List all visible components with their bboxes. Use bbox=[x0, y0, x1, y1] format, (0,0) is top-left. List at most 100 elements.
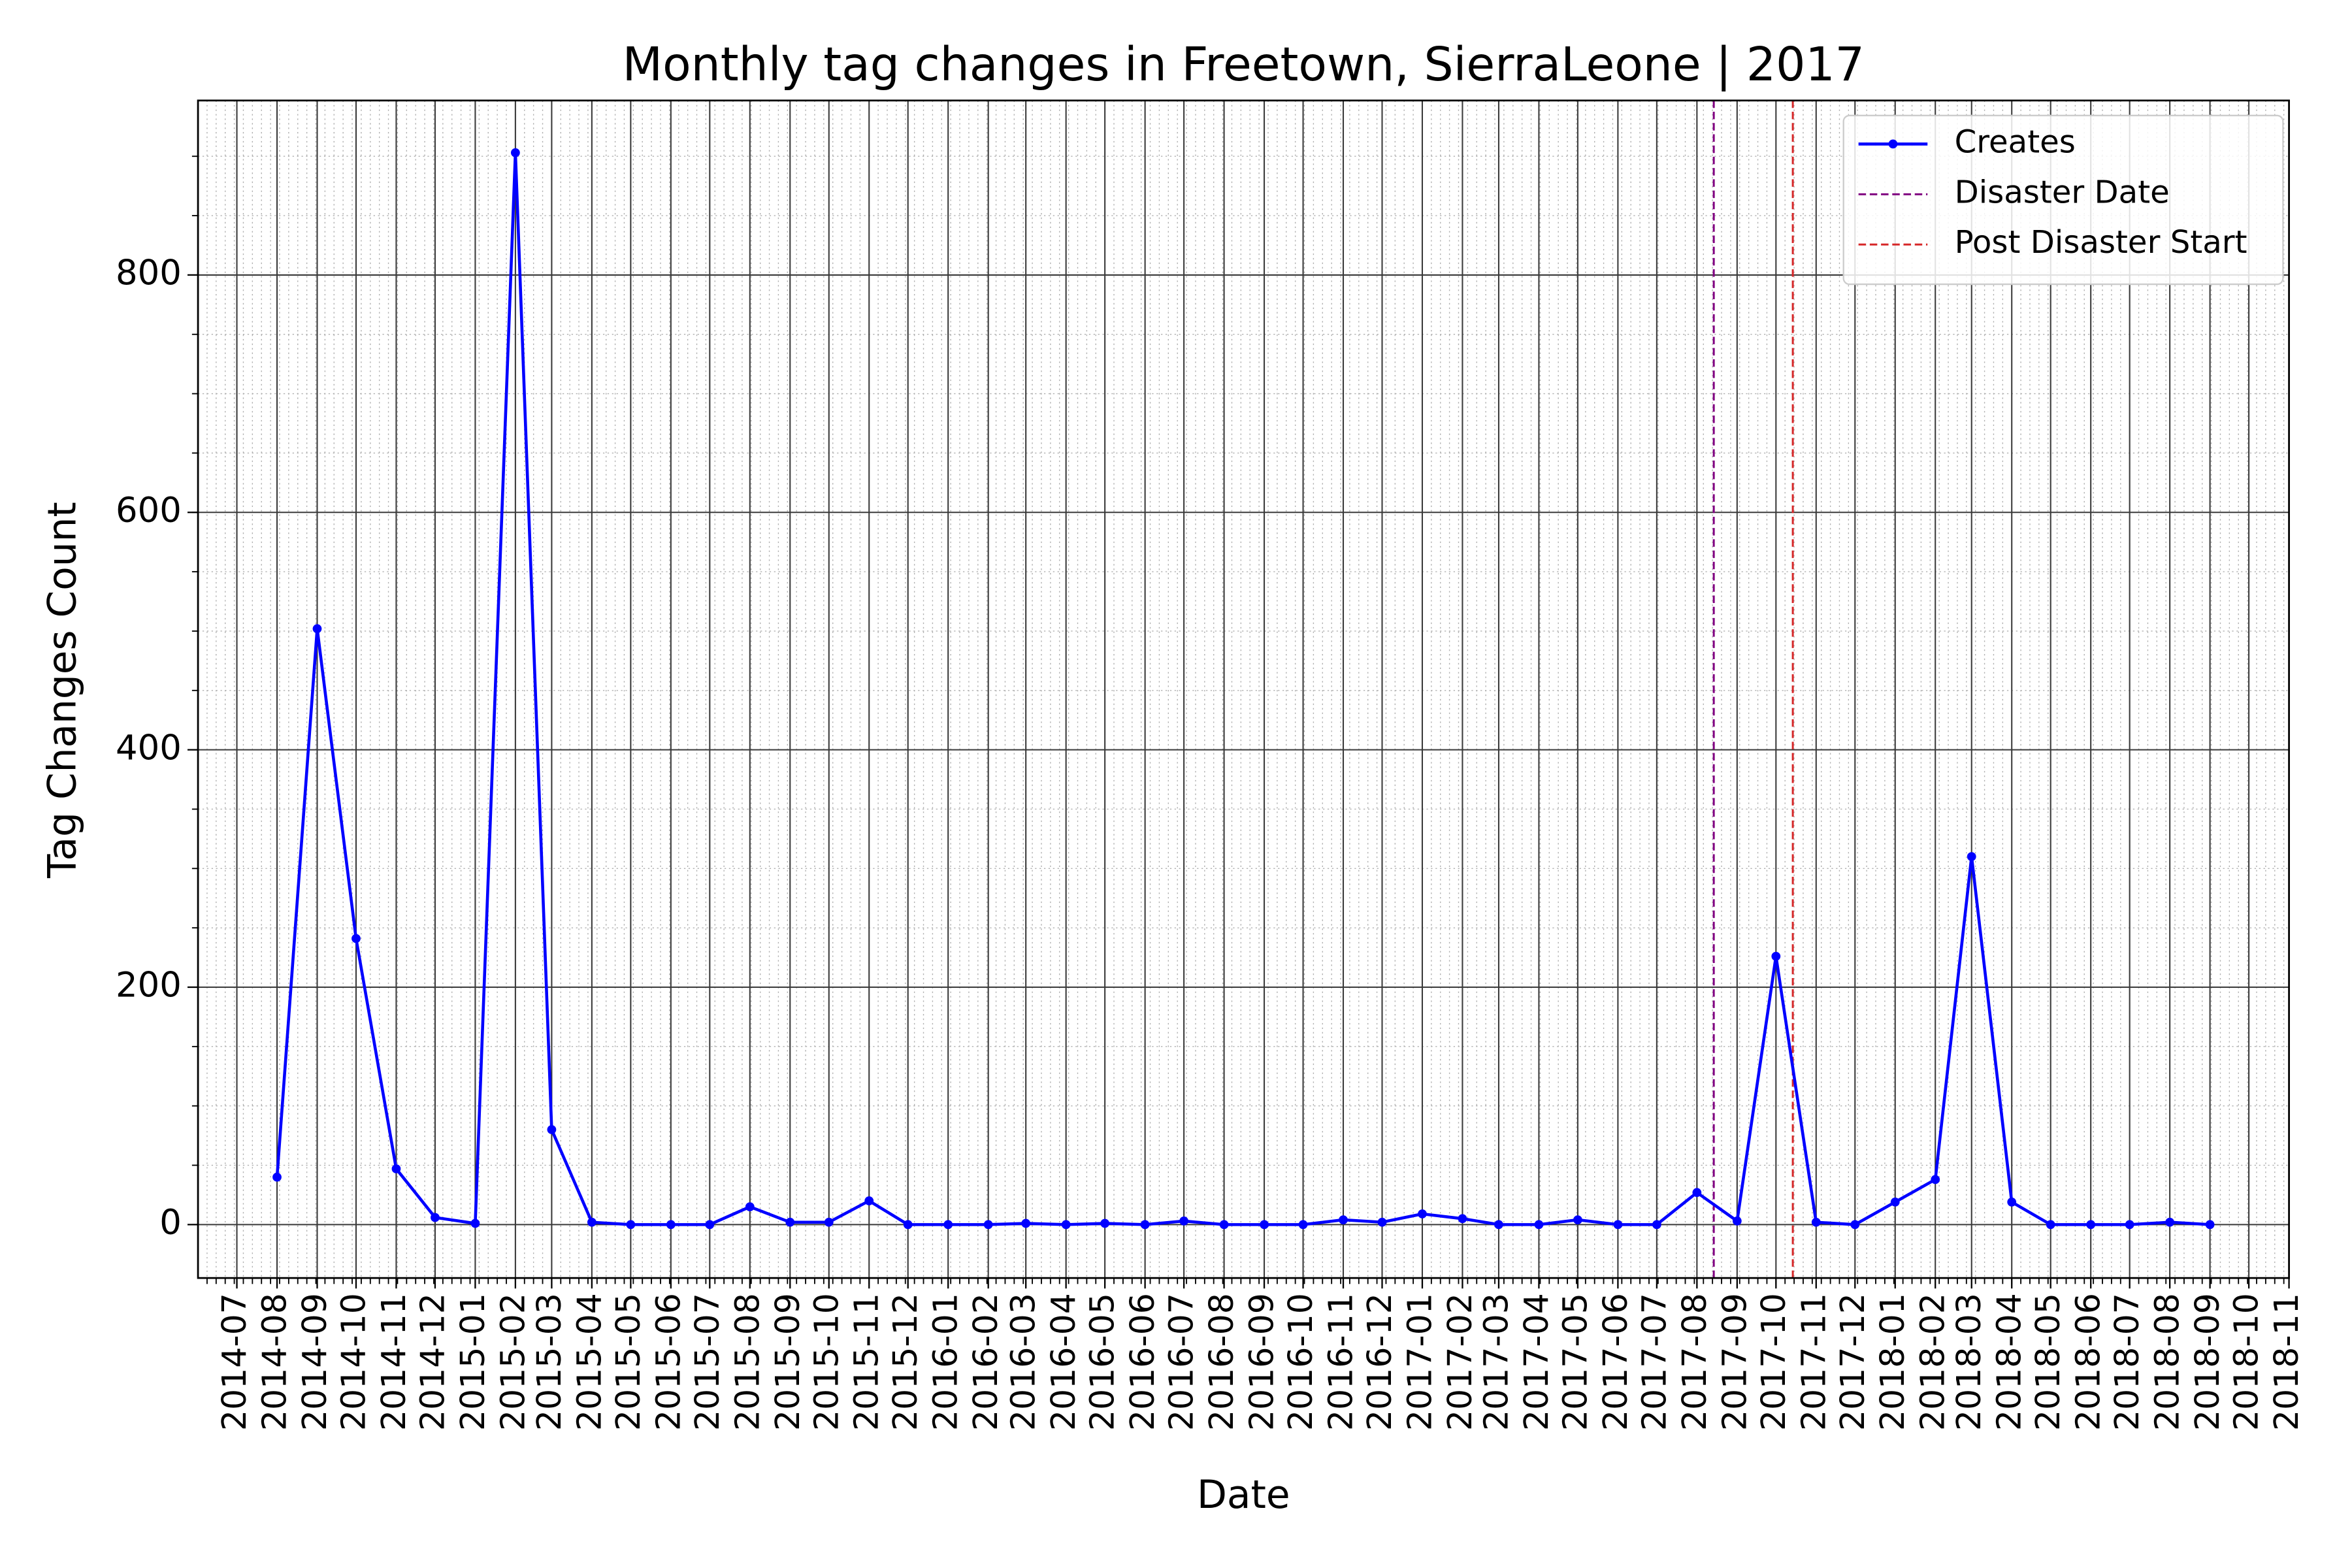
legend-label: Disaster Date bbox=[1955, 174, 2170, 210]
x-tick-label: 2018-03 bbox=[1950, 1293, 1988, 1431]
data-point bbox=[626, 1220, 636, 1230]
data-point bbox=[1771, 951, 1781, 961]
x-tick-label: 2015-03 bbox=[530, 1293, 568, 1431]
data-point bbox=[1652, 1220, 1661, 1230]
data-point bbox=[1931, 1175, 1940, 1184]
x-tick-label: 2016-05 bbox=[1083, 1293, 1122, 1431]
x-tick-label: 2017-05 bbox=[1556, 1293, 1594, 1431]
x-tick-label: 2018-07 bbox=[2108, 1293, 2146, 1431]
chart-title: Monthly tag changes in Freetown, SierraL… bbox=[623, 37, 1865, 92]
data-point bbox=[2086, 1220, 2096, 1230]
x-tick-label: 2016-12 bbox=[1360, 1293, 1399, 1431]
x-tick-label: 2017-11 bbox=[1794, 1293, 1833, 1431]
y-tick-label: 800 bbox=[116, 253, 182, 293]
x-tick-label: 2015-04 bbox=[570, 1293, 608, 1431]
data-point bbox=[943, 1220, 953, 1230]
x-tick-label: 2015-01 bbox=[453, 1293, 492, 1431]
data-point bbox=[1140, 1220, 1150, 1230]
x-tick-label: 2016-08 bbox=[1202, 1293, 1241, 1431]
x-tick-label: 2014-12 bbox=[413, 1293, 451, 1431]
y-axis-label: Tag Changes Count bbox=[40, 502, 85, 879]
x-tick-label: 2016-01 bbox=[926, 1293, 965, 1431]
data-point bbox=[983, 1220, 993, 1230]
data-point bbox=[470, 1218, 480, 1228]
data-point bbox=[547, 1125, 557, 1134]
legend-box bbox=[1842, 114, 2284, 286]
data-point bbox=[1260, 1220, 1269, 1230]
x-tick-label: 2015-05 bbox=[609, 1293, 647, 1431]
x-tick-label: 2016-10 bbox=[1281, 1293, 1320, 1431]
data-point bbox=[666, 1220, 676, 1230]
x-tick-label: 2018-10 bbox=[2227, 1293, 2266, 1431]
data-point bbox=[391, 1164, 401, 1173]
data-point bbox=[1061, 1220, 1071, 1230]
x-tick-label: 2018-05 bbox=[2029, 1293, 2067, 1431]
x-tick-label: 2016-06 bbox=[1123, 1293, 1162, 1431]
data-point bbox=[1573, 1215, 1582, 1224]
data-point bbox=[587, 1217, 596, 1227]
legend-marker bbox=[1888, 139, 1898, 149]
x-tick-label: 2018-06 bbox=[2069, 1293, 2108, 1431]
data-point bbox=[1179, 1217, 1188, 1226]
data-point bbox=[1219, 1220, 1229, 1230]
data-point bbox=[1890, 1197, 1900, 1207]
x-tick-label: 2014-09 bbox=[295, 1293, 334, 1431]
data-point bbox=[431, 1213, 440, 1222]
x-tick-label: 2015-11 bbox=[847, 1293, 886, 1431]
x-tick-label: 2015-12 bbox=[886, 1293, 924, 1431]
data-point bbox=[1494, 1220, 1503, 1230]
legend-label: Creates bbox=[1955, 123, 2076, 160]
data-point bbox=[2007, 1197, 2017, 1207]
data-point bbox=[2125, 1220, 2134, 1230]
x-tick-label: 2017-01 bbox=[1400, 1293, 1439, 1431]
x-tick-label: 2018-09 bbox=[2188, 1293, 2227, 1431]
x-tick-label: 2016-02 bbox=[966, 1293, 1005, 1431]
data-point bbox=[1692, 1188, 1702, 1198]
plot-frame bbox=[197, 99, 2290, 1279]
data-point bbox=[1339, 1215, 1348, 1224]
x-tick-label: 2014-11 bbox=[374, 1293, 413, 1431]
x-tick-label: 2015-02 bbox=[493, 1293, 532, 1431]
y-tick-label: 200 bbox=[116, 966, 182, 1005]
data-point bbox=[1298, 1220, 1308, 1230]
data-point bbox=[1021, 1218, 1031, 1228]
data-point bbox=[1377, 1217, 1387, 1227]
data-point bbox=[864, 1196, 874, 1205]
data-point bbox=[1100, 1218, 1110, 1228]
x-tick-label: 2017-03 bbox=[1477, 1293, 1515, 1431]
data-point bbox=[903, 1220, 913, 1230]
x-tick-label: 2014-08 bbox=[255, 1293, 294, 1431]
data-point bbox=[705, 1220, 715, 1230]
data-point bbox=[1967, 852, 1976, 862]
x-tick-label: 2017-07 bbox=[1635, 1293, 1673, 1431]
data-point bbox=[1613, 1220, 1623, 1230]
x-tick-label: 2015-06 bbox=[649, 1293, 687, 1431]
x-tick-label: 2018-02 bbox=[1914, 1293, 1952, 1431]
x-tick-label: 2015-09 bbox=[768, 1293, 807, 1431]
data-point bbox=[1458, 1214, 1467, 1224]
data-point bbox=[824, 1217, 834, 1227]
data-point bbox=[272, 1172, 282, 1182]
x-tick-label: 2017-10 bbox=[1754, 1293, 1793, 1431]
x-tick-label: 2016-09 bbox=[1243, 1293, 1281, 1431]
x-tick-label: 2016-07 bbox=[1162, 1293, 1201, 1431]
data-point bbox=[511, 148, 520, 157]
x-tick-label: 2016-11 bbox=[1322, 1293, 1360, 1431]
x-tick-label: 2017-06 bbox=[1596, 1293, 1635, 1431]
x-axis-label: Date bbox=[1197, 1473, 1290, 1518]
data-point bbox=[312, 624, 322, 634]
x-tick-label: 2017-09 bbox=[1715, 1293, 1754, 1431]
legend-label: Post Disaster Start bbox=[1955, 224, 2247, 261]
x-tick-label: 2015-10 bbox=[807, 1293, 845, 1431]
data-point bbox=[1811, 1217, 1821, 1227]
x-tick-label: 2014-07 bbox=[215, 1293, 253, 1431]
data-point bbox=[2165, 1217, 2175, 1227]
legend: Creates Disaster Date Post Disaster Start bbox=[1842, 114, 2284, 286]
x-tick-label: 2018-04 bbox=[1990, 1293, 2029, 1431]
data-point bbox=[2205, 1220, 2215, 1230]
data-point bbox=[351, 934, 361, 943]
x-tick-label: 2014-10 bbox=[334, 1293, 372, 1431]
